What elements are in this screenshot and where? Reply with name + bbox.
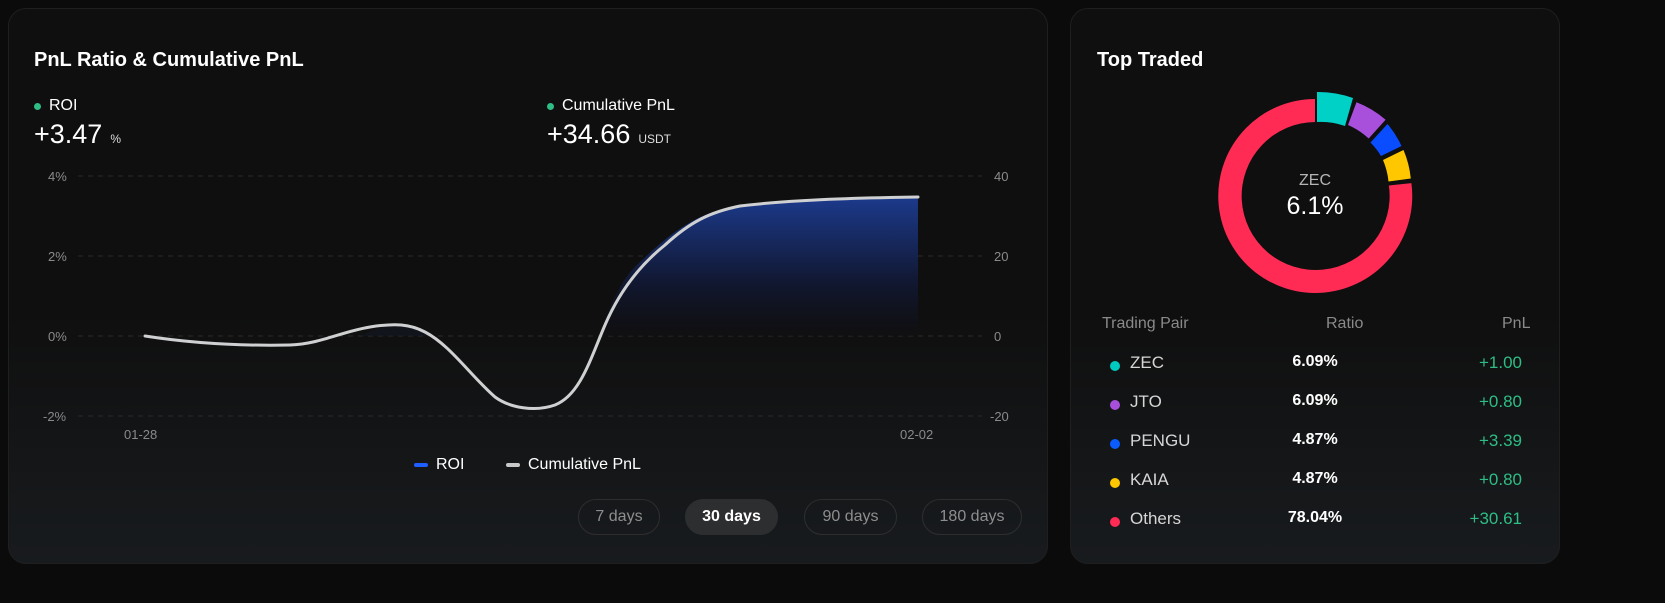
table-row[interactable]: PENGU 4.87% +3.39 [1070,428,1560,458]
header-ratio: Ratio [1326,315,1364,332]
y-left-tick: 0% [48,329,67,344]
zec-color-dot-icon [1110,361,1120,371]
roi-unit: % [110,132,121,146]
pair-name: PENGU [1130,431,1191,450]
header-pnl: PnL [1502,315,1531,332]
roi-value: +3.47 [34,119,103,149]
kaia-color-dot-icon [1110,478,1120,488]
donut-center-value: 6.1% [1286,192,1344,220]
legend-cumulative-pnl[interactable]: Cumulative PnL [506,456,641,474]
table-row[interactable]: Others 78.04% +30.61 [1070,506,1560,536]
y-right-tick: -20 [990,409,1009,424]
range-7-days-button[interactable]: 7 days [578,499,660,535]
pair-ratio: 6.09% [1292,392,1338,409]
donut-center-label: ZEC 6.1% [1265,172,1365,221]
range-30-days-button[interactable]: 30 days [685,499,778,535]
x-tick: 02-02 [900,427,934,442]
cumulative-status-dot-icon [547,102,554,110]
y-right-tick: 0 [994,329,1002,344]
pair-pnl: +30.61 [1469,509,1522,528]
pair-pnl: +3.39 [1478,431,1522,450]
cumulative-pnl-value: +34.66 [547,119,631,149]
legend-roi-swatch-icon [414,463,428,467]
y-left-tick: 4% [48,169,67,184]
pair-name: ZEC [1130,353,1164,372]
table-row[interactable]: ZEC 6.09% +1.00 [1070,350,1560,380]
legend-roi[interactable]: ROI [414,456,464,474]
legend-roi-label: ROI [436,456,465,473]
pair-pnl: +0.80 [1478,392,1522,411]
roi-status-dot-icon [34,102,41,110]
pair-ratio: 78.04% [1287,509,1343,526]
roi-stat: ROI +3.47% [34,97,121,150]
pair-ratio: 6.09% [1292,353,1338,370]
cumulative-pnl-line [143,195,920,410]
y-left-tick: -2% [43,409,67,424]
donut-slice-kaia [1383,150,1411,182]
top-traded-donut-chart[interactable] [1210,88,1420,303]
y-right-tick: 40 [994,169,1009,184]
pengu-color-dot-icon [1110,439,1120,449]
pair-name: JTO [1130,392,1162,411]
legend-cumulative-swatch-icon [506,463,520,467]
jto-color-dot-icon [1110,400,1120,410]
pair-pnl: +1.00 [1478,353,1522,372]
pnl-line-chart[interactable] [0,0,1060,450]
pair-ratio: 4.87% [1292,470,1338,487]
legend-cumulative-label: Cumulative PnL [528,456,641,473]
pair-name: KAIA [1130,470,1169,489]
y-right-tick: 20 [994,249,1009,264]
cumulative-pnl-label: Cumulative PnL [562,97,675,114]
top-traded-title: Top Traded [1097,49,1204,71]
pnl-card-title: PnL Ratio & Cumulative PnL [34,49,304,71]
x-tick: 01-28 [124,427,158,442]
donut-center-pair: ZEC [1299,172,1331,189]
roi-label: ROI [49,97,78,114]
range-90-days-button[interactable]: 90 days [804,499,897,535]
donut-slice-pengu [1370,124,1402,156]
cumulative-pnl-stat: Cumulative PnL +34.66 USDT [547,97,675,150]
header-trading-pair: Trading Pair [1102,315,1189,332]
pair-name: Others [1130,509,1182,528]
donut-slice-zec [1317,91,1353,126]
y-left-tick: 2% [48,249,67,264]
table-row[interactable]: KAIA 4.87% +0.80 [1070,467,1560,497]
pair-ratio: 4.87% [1292,431,1338,448]
pair-pnl: +0.80 [1478,470,1522,489]
table-row[interactable]: JTO 6.09% +0.80 [1070,389,1560,419]
donut-slice-jto [1348,102,1386,139]
range-180-days-button[interactable]: 180 days [922,499,1022,535]
roi-area [600,197,918,336]
cumulative-pnl-unit: USDT [638,132,672,146]
others-color-dot-icon [1110,517,1120,527]
